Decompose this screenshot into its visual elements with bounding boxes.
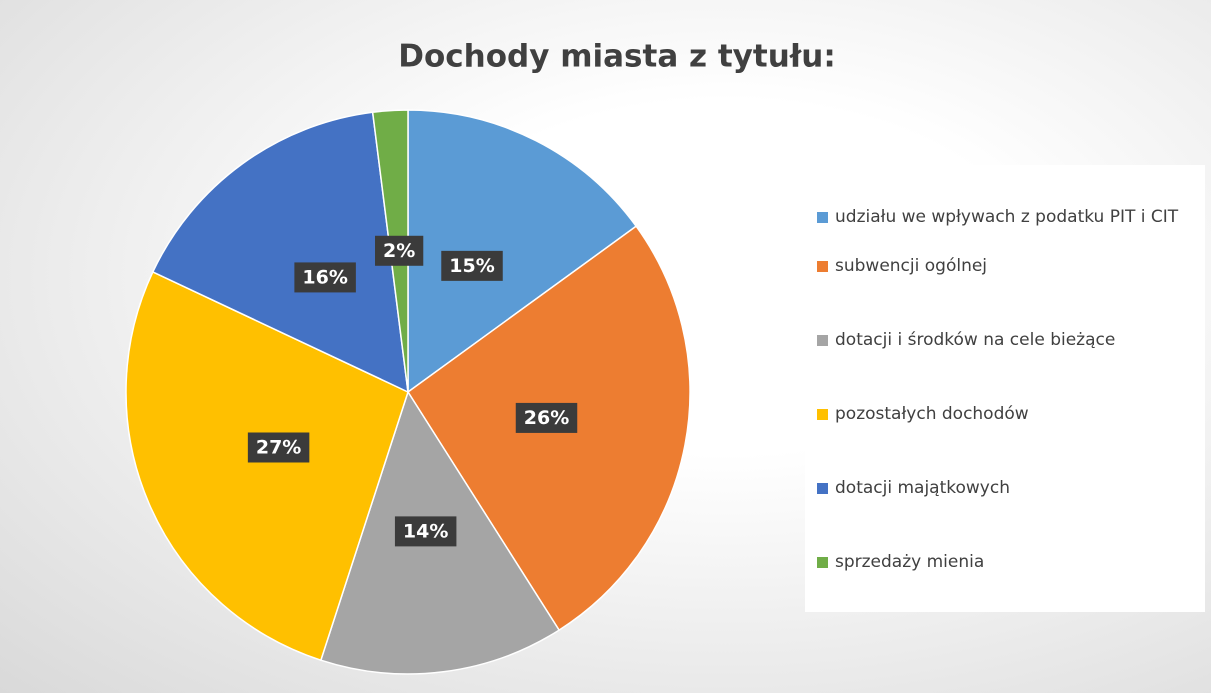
legend-label: udziału we wpływach z podatku PIT i CIT <box>835 207 1179 227</box>
data-label: 16% <box>294 262 356 293</box>
legend-swatch <box>817 483 828 494</box>
legend-swatch <box>817 261 828 272</box>
data-label-text: 14% <box>403 520 448 542</box>
legend-swatch <box>817 212 828 223</box>
data-label-box <box>441 250 503 281</box>
pie-slice <box>125 270 409 662</box>
legend-swatch <box>817 335 828 346</box>
data-label-box <box>294 262 356 293</box>
data-label-box <box>515 402 578 433</box>
legend-item: pozostałych dochodów <box>817 400 1197 428</box>
data-label-text: 15% <box>449 255 494 277</box>
legend-label: dotacji majątkowych <box>835 478 1010 498</box>
chart-title: Dochody miasta z tytułu: <box>398 39 836 75</box>
legend-swatch <box>817 557 828 568</box>
legend-item: subwencji ogólnej <box>817 252 1197 280</box>
legend-item: dotacji i środków na cele bieżące <box>817 326 1197 354</box>
data-label: 27% <box>247 432 310 463</box>
pie-slice <box>151 111 409 394</box>
data-label-text: 27% <box>256 436 301 458</box>
data-label: 14% <box>394 516 457 547</box>
legend-label: subwencji ogólnej <box>835 256 988 276</box>
legend-item: dotacji majątkowych <box>817 474 1197 502</box>
legend-swatch <box>817 409 828 420</box>
data-label: 26% <box>515 402 578 433</box>
legend-item: udziału we wpływach z podatku PIT i CIT <box>817 203 1197 231</box>
legend-label: pozostałych dochodów <box>835 404 1029 424</box>
legend-label: dotacji i środków na cele bieżące <box>835 330 1116 350</box>
data-label-text: 16% <box>302 266 347 288</box>
pie-slice <box>407 109 638 394</box>
data-label: 15% <box>441 250 503 281</box>
data-label-text: 26% <box>524 407 569 429</box>
data-label-box <box>394 516 457 547</box>
data-label-box <box>247 432 310 463</box>
legend: udziału we wpływach z podatku PIT i CIT s… <box>805 165 1205 612</box>
legend-item: sprzedaży mienia <box>817 548 1197 576</box>
legend-label: sprzedaży mienia <box>835 552 985 572</box>
data-label: 2% <box>375 235 424 266</box>
data-label-box <box>375 235 424 266</box>
data-label-text: 2% <box>383 240 415 262</box>
